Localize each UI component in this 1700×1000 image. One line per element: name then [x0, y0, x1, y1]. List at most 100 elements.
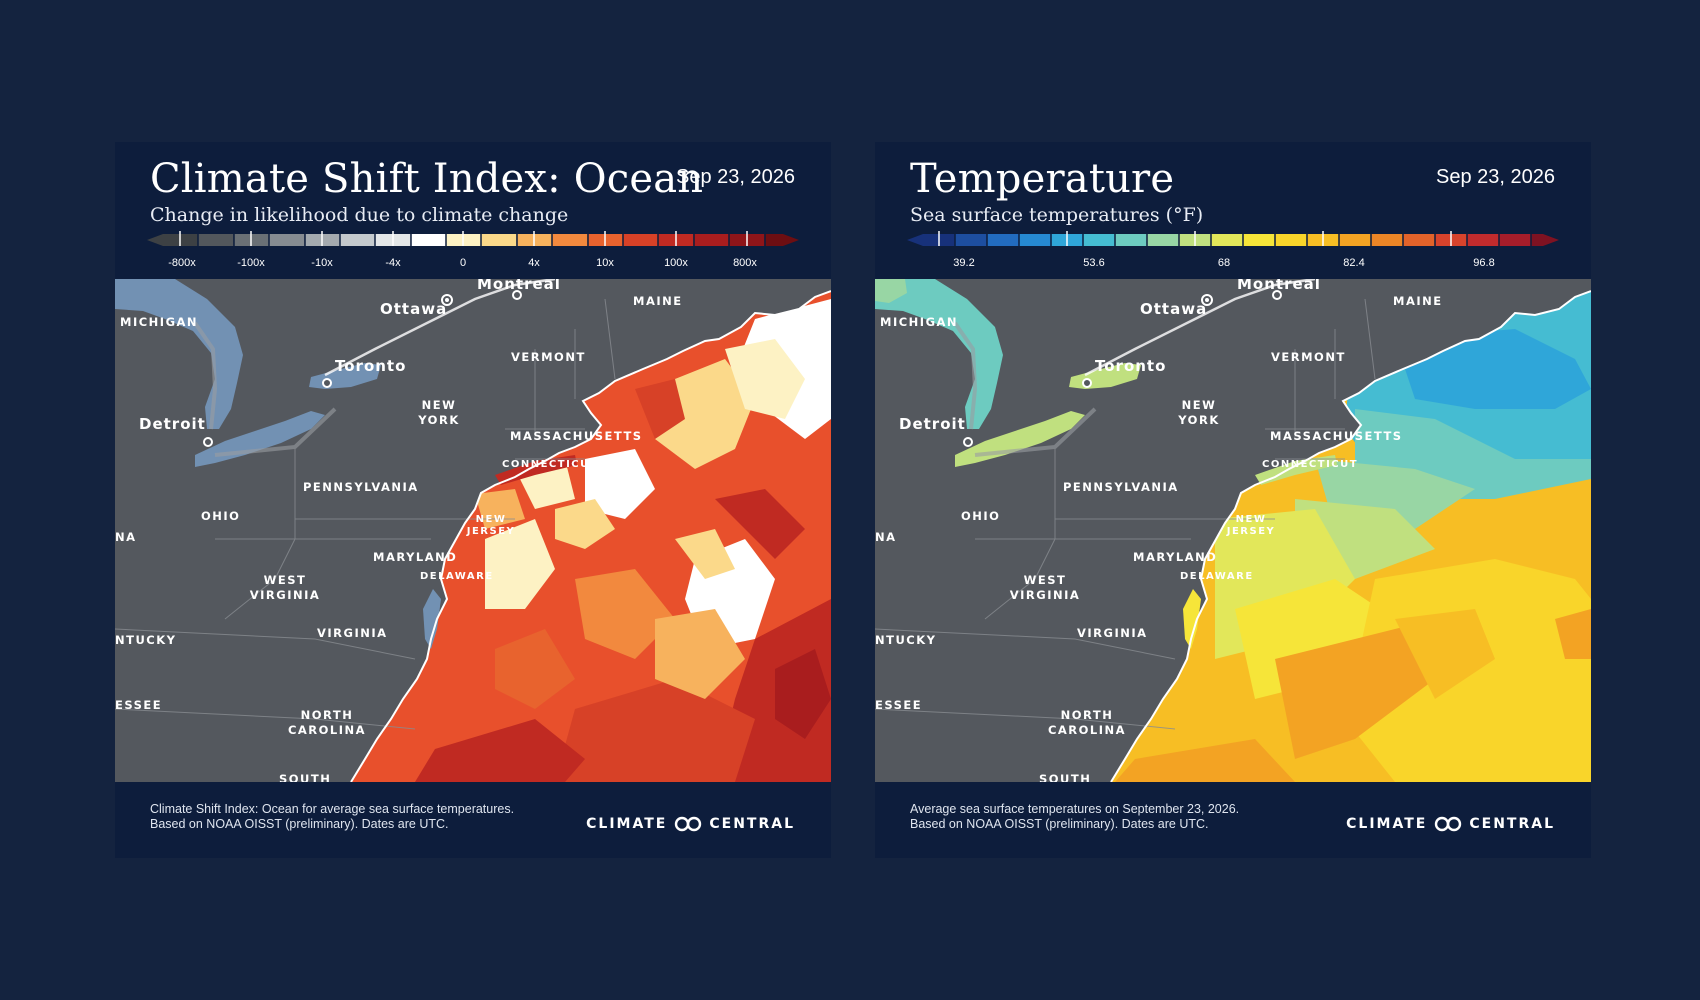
highways [193, 321, 337, 457]
city-marker-montreal [512, 290, 522, 300]
csi-map-card: Climate Shift Index: Ocean Change in lik… [115, 142, 831, 858]
footer-line-1: Climate Shift Index: Ocean for average s… [150, 802, 515, 816]
legend-label: -10x [311, 257, 333, 269]
panel-title: Climate Shift Index: Ocean [150, 156, 704, 202]
legend-swatch [481, 234, 517, 246]
legend-swatch [1147, 234, 1179, 246]
state-label-ohio: OHIO [961, 509, 1000, 523]
city-label-ottawa: Ottawa [1140, 300, 1207, 318]
legend-swatch [955, 234, 987, 246]
capital-marker-ottawa-dot [445, 298, 449, 302]
state-label-west-virginia-1: WEST [264, 573, 307, 587]
state-label-vermont: VERMONT [511, 350, 586, 364]
state-label-vermont: VERMONT [1271, 350, 1346, 364]
legend-swatch [1275, 234, 1307, 246]
csi-map[interactable]: MICHIGAN Ottawa Montreal MAINE VERMONT T… [115, 279, 831, 782]
legend-label: -100x [237, 257, 265, 269]
legend-label: 4x [528, 257, 540, 269]
city-label-detroit: Detroit [139, 415, 206, 433]
legend-label: 96.8 [1473, 257, 1494, 269]
state-label-massachusetts: MASSACHUSETTS [1270, 429, 1403, 443]
capital-marker-ottawa [1201, 294, 1213, 306]
state-label-new-jersey-2: JERSEY [466, 526, 516, 537]
footer-line-2: Based on NOAA OISST (preliminary). Dates… [150, 817, 449, 831]
ocean-anomaly-field [415, 299, 831, 782]
legend-swatch [1339, 234, 1371, 246]
st-lawrence-river [1084, 279, 1316, 377]
legend-swatch [1115, 234, 1147, 246]
legend-swatch [1211, 234, 1243, 246]
temperature-map[interactable]: MICHIGAN Ottawa Montreal MAINE VERMONT T… [875, 279, 1591, 782]
legend-label: 39.2 [953, 257, 974, 269]
city-label-toronto: Toronto [335, 357, 406, 375]
brand-word-right: CENTRAL [709, 816, 795, 832]
legend-tick-marks [938, 231, 1452, 246]
chesapeake-bay [423, 589, 441, 649]
panel-subtitle: Change in likelihood due to climate chan… [150, 204, 569, 226]
legend-right-arrow [783, 234, 799, 246]
legend-ticks [954, 234, 1532, 246]
state-label-west-virginia-2: VIRGINIA [250, 588, 321, 602]
legend-left-arrow [907, 234, 923, 246]
city-label-montreal: Montreal [1237, 279, 1321, 293]
legend-swatch [1531, 234, 1543, 246]
legend-right-arrow [1543, 234, 1559, 246]
state-label-new-york-2: YORK [1177, 413, 1219, 427]
panel-subtitle: Sea surface temperatures (°F) [910, 204, 1204, 226]
panel-title: Temperature [910, 156, 1175, 202]
state-label-michigan: MICHIGAN [880, 315, 958, 329]
legend-swatch [411, 234, 447, 246]
city-label-toronto: Toronto [1095, 357, 1166, 375]
state-label-pennsylvania: PENNSYLVANIA [303, 480, 419, 494]
borders [875, 298, 1376, 730]
state-label-pennsylvania: PENNSYLVANIA [1063, 480, 1179, 494]
city-marker-toronto [322, 378, 332, 388]
temperature-map-card: Temperature Sea surface temperatures (°F… [875, 142, 1591, 858]
legend-tick-marks [179, 231, 748, 246]
legend-swatch [623, 234, 659, 246]
state-label-delaware: DELAWARE [420, 571, 494, 582]
brand-word-right: CENTRAL [1469, 816, 1555, 832]
state-label-west-virginia-1: WEST [1024, 573, 1067, 587]
st-lawrence-river [324, 279, 556, 377]
legend-label: 0 [460, 257, 466, 269]
state-label-new-york-2: YORK [417, 413, 459, 427]
state-label-kentucky-fragment: NTUCKY [875, 633, 937, 647]
legend-label: 53.6 [1083, 257, 1104, 269]
panel-date: Sep 23, 2026 [1436, 166, 1555, 188]
legend-label: 82.4 [1343, 257, 1364, 269]
legend-swatch [765, 234, 783, 246]
infinity-logo-icon [1435, 816, 1462, 832]
chesapeake-bay [1183, 589, 1201, 649]
legend-swatches [163, 234, 783, 246]
footer-line-2: Based on NOAA OISST (preliminary). Dates… [910, 817, 1209, 831]
state-label-connecticut: CONNECTICUT [1262, 459, 1358, 470]
legend-swatch [1403, 234, 1435, 246]
coastline [1110, 290, 1591, 782]
legend-label: 10x [596, 257, 614, 269]
infinity-logo-icon [675, 816, 702, 832]
brand-word-left: CLIMATE [586, 816, 668, 832]
footer-note: Average sea surface temperatures on Sept… [910, 802, 1330, 832]
city-marker-detroit [963, 437, 973, 447]
coastline [350, 290, 831, 782]
borders [115, 298, 616, 730]
legend-swatch [1083, 234, 1115, 246]
legend-label: 800x [733, 257, 757, 269]
state-label-new-york-1: NEW [1182, 398, 1217, 412]
color-scale-legend: -800x -100x -10x -4x 0 4x 10x 100x 800x [147, 231, 799, 269]
state-label-michigan: MICHIGAN [120, 315, 198, 329]
legend-swatch [198, 234, 234, 246]
city-label-montreal: Montreal [477, 279, 561, 293]
brand-word-left: CLIMATE [1346, 816, 1428, 832]
state-label-maine: MAINE [1393, 294, 1443, 308]
state-label-delaware: DELAWARE [1180, 571, 1254, 582]
legend-swatch [1019, 234, 1051, 246]
city-label-ottawa: Ottawa [380, 300, 447, 318]
footer-note: Climate Shift Index: Ocean for average s… [150, 802, 570, 832]
legend-swatch [1499, 234, 1531, 246]
legend-ticks [197, 234, 766, 246]
capital-marker-ottawa-dot [1205, 298, 1209, 302]
legend-label: -4x [385, 257, 401, 269]
state-label-maryland: MARYLAND [1133, 550, 1217, 564]
